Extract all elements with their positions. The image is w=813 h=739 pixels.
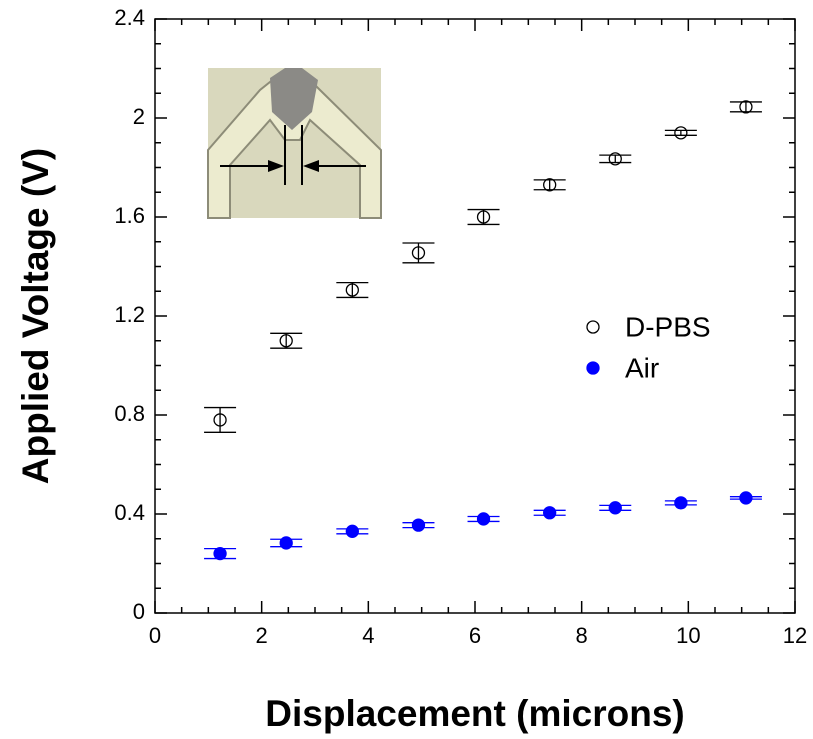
legend-marker xyxy=(586,361,600,375)
inset-photo xyxy=(207,68,382,219)
point xyxy=(476,512,491,526)
y-tick-label: 1.2 xyxy=(114,302,145,327)
point xyxy=(543,178,557,192)
error-bar xyxy=(664,129,697,136)
x-tick-label: 10 xyxy=(676,623,700,648)
point xyxy=(213,413,227,427)
error-bar xyxy=(336,281,369,299)
error-bar xyxy=(533,179,566,191)
point xyxy=(543,506,557,520)
x-tick-label: 12 xyxy=(783,623,807,648)
y-tick-label: 0.4 xyxy=(114,500,145,525)
error-bar xyxy=(729,101,762,113)
point xyxy=(279,536,293,550)
point xyxy=(411,518,426,532)
y-tick-label: 0.8 xyxy=(114,401,145,426)
x-tick-label: 4 xyxy=(362,623,374,648)
point xyxy=(345,524,359,538)
error-bar xyxy=(270,332,303,349)
error-bar xyxy=(467,208,500,226)
x-axis-title: Displacement (microns) xyxy=(265,693,684,734)
point xyxy=(411,246,426,260)
legend-marker xyxy=(586,320,600,334)
error-bar xyxy=(204,406,237,433)
point xyxy=(279,334,293,348)
y-tick-label: 0 xyxy=(133,599,145,624)
point xyxy=(608,152,622,166)
point xyxy=(608,501,622,515)
y-tick-label: 2.4 xyxy=(114,5,145,30)
x-tick-label: 8 xyxy=(576,623,588,648)
legend-label: Air xyxy=(625,352,659,383)
error-bar xyxy=(599,154,632,164)
legend-label: D-PBS xyxy=(625,311,711,342)
y-tick-label: 1.6 xyxy=(114,203,145,228)
point xyxy=(674,496,688,510)
y-tick-label: 2 xyxy=(133,104,145,129)
point xyxy=(213,546,227,561)
point xyxy=(345,283,359,297)
point xyxy=(739,491,753,505)
point xyxy=(674,126,688,140)
x-tick-label: 6 xyxy=(469,623,481,648)
y-axis-title: Applied Voltage (V) xyxy=(15,148,56,484)
point xyxy=(476,210,491,224)
x-tick-label: 0 xyxy=(149,623,161,648)
point xyxy=(739,100,753,114)
x-tick-label: 2 xyxy=(256,623,268,648)
